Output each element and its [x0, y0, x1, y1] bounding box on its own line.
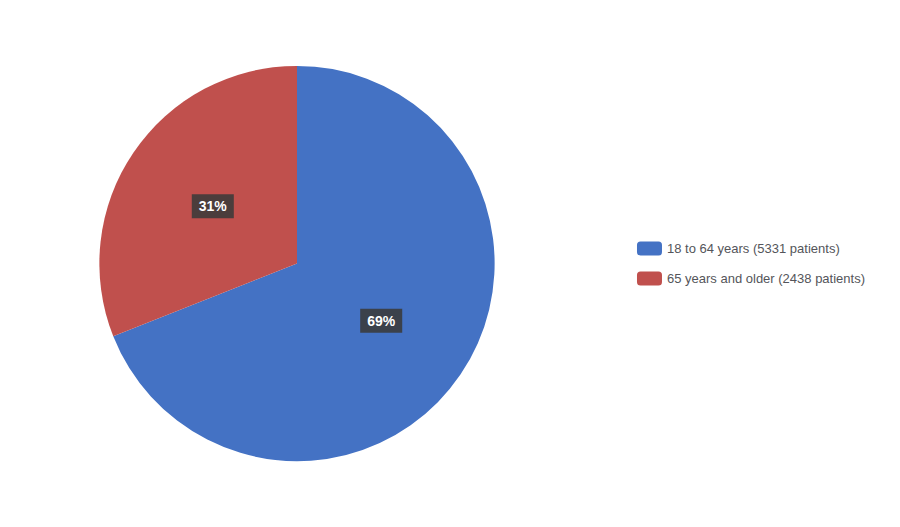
svg-text:65 years and older (2438 patie: 65 years and older (2438 patients) — [667, 271, 865, 286]
svg-text:31%: 31% — [199, 198, 228, 214]
svg-text:18 to 64 years (5331 patients): 18 to 64 years (5331 patients) — [667, 241, 840, 256]
svg-text:69%: 69% — [367, 313, 396, 329]
